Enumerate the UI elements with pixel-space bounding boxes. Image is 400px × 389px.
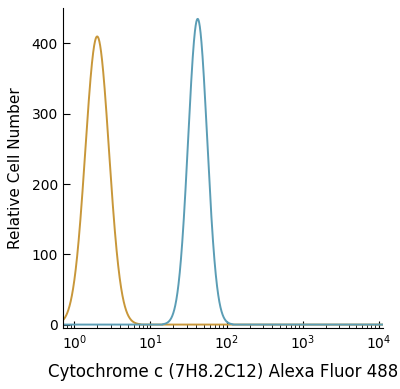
Y-axis label: Relative Cell Number: Relative Cell Number (8, 88, 23, 249)
X-axis label: Cytochrome c (7H8.2C12) Alexa Fluor 488: Cytochrome c (7H8.2C12) Alexa Fluor 488 (48, 363, 398, 381)
